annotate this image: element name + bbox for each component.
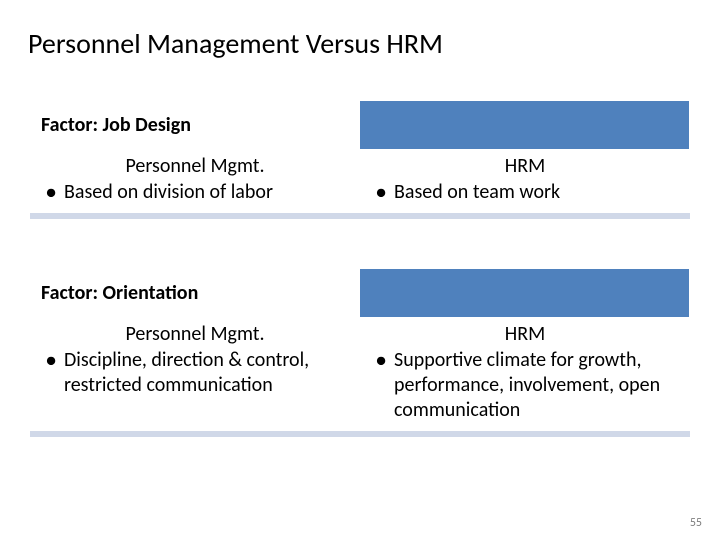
content-col-left: Personnel Mgmt. ● Discipline, direction …	[30, 318, 360, 431]
bullet-item: ● Based on team work	[368, 180, 682, 205]
bullet-text: Based on team work	[394, 180, 682, 205]
content-col-left: Personnel Mgmt. ● Based on division of l…	[30, 150, 360, 213]
col-header-pm: Personnel Mgmt.	[38, 322, 352, 346]
bullet-text: Based on division of labor	[64, 180, 352, 205]
slide-title: Personnel Management Versus HRM	[28, 26, 443, 61]
content-row: Personnel Mgmt. ● Discipline, direction …	[30, 318, 690, 431]
section-orientation: Factor: Orientation Personnel Mgmt. ● Di…	[30, 268, 690, 437]
bullet-icon: ●	[368, 348, 394, 372]
slide: Personnel Management Versus HRM Factor: …	[0, 0, 720, 540]
bullet-icon: ●	[38, 180, 64, 204]
content-col-right: HRM ● Based on team work	[360, 150, 690, 213]
bullet-item: ● Based on division of labor	[38, 180, 352, 205]
col-header-hrm: HRM	[368, 322, 682, 346]
bullet-icon: ●	[38, 348, 64, 372]
page-number: 55	[690, 516, 702, 530]
thin-accent-band	[30, 431, 690, 437]
factor-label: Factor: Job Design	[31, 101, 360, 149]
content-row: Personnel Mgmt. ● Based on division of l…	[30, 150, 690, 213]
content-col-right: HRM ● Supportive climate for growth, per…	[360, 318, 690, 431]
col-header-pm: Personnel Mgmt.	[38, 154, 352, 178]
factor-row: Factor: Orientation	[30, 268, 690, 318]
factor-accent-cell	[360, 101, 689, 149]
factor-label: Factor: Orientation	[31, 269, 360, 317]
bullet-item: ● Supportive climate for growth, perform…	[368, 348, 682, 423]
bullet-icon: ●	[368, 180, 394, 204]
bullet-item: ● Discipline, direction & control, restr…	[38, 348, 352, 398]
thin-accent-band	[30, 213, 690, 219]
section-job-design: Factor: Job Design Personnel Mgmt. ● Bas…	[30, 100, 690, 219]
bullet-text: Supportive climate for growth, performan…	[394, 348, 682, 423]
factor-row: Factor: Job Design	[30, 100, 690, 150]
factor-accent-cell	[360, 269, 689, 317]
col-header-hrm: HRM	[368, 154, 682, 178]
bullet-text: Discipline, direction & control, restric…	[64, 348, 352, 398]
